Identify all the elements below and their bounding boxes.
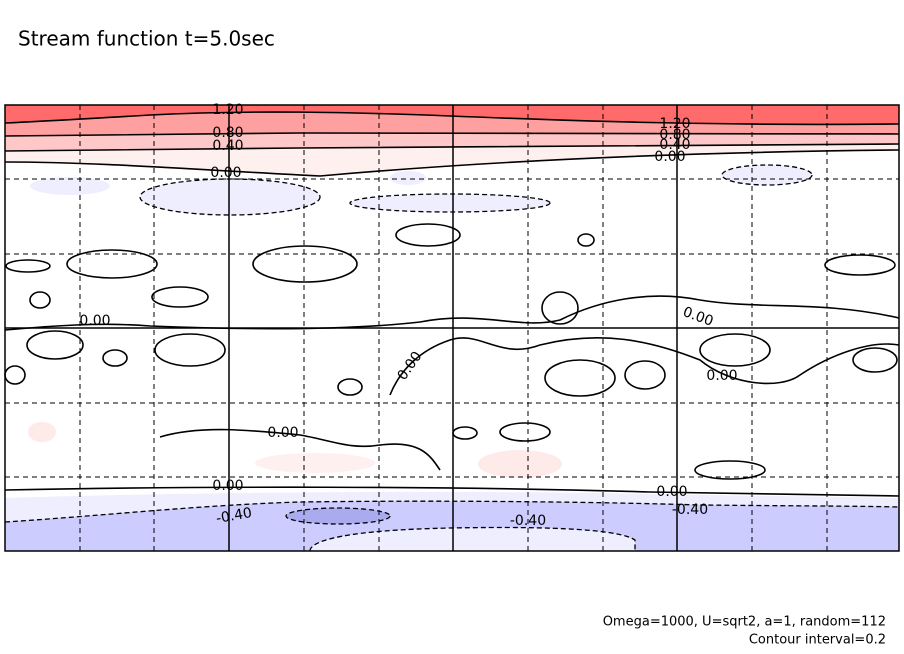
blob [390, 171, 426, 185]
contour-label: 0.00 [210, 165, 241, 181]
contour-line [139, 178, 321, 216]
note: Omega=1000, U=sqrt2, a=1, random=112 [603, 615, 886, 630]
blob [350, 194, 550, 212]
contour-label: 0.00 [654, 149, 685, 165]
contour-label: 1.20 [659, 116, 690, 132]
contour-label: -0.40 [510, 513, 546, 529]
contour-line [151, 286, 209, 308]
contour-line [624, 360, 666, 390]
contour-line [154, 333, 226, 367]
contour-label: 0.40 [659, 137, 690, 153]
contour-line [824, 254, 896, 276]
band [310, 527, 635, 551]
contour-label: 0.00 [267, 425, 298, 441]
blob [478, 450, 562, 478]
contour-line [285, 507, 391, 525]
contour-line [102, 349, 128, 367]
band [286, 508, 390, 524]
plot-area: 1.20 1.20 0.80 0.80 0.40 0.40 0.00 0.00 … [4, 102, 900, 552]
contour-label: 0.00 [212, 478, 243, 494]
contour-line [4, 143, 900, 152]
contour-label: 0.00 [656, 484, 687, 500]
contour-line [4, 486, 900, 497]
blob [28, 422, 56, 442]
contour-label: 0.40 [212, 138, 243, 154]
contour-line [252, 245, 358, 283]
contour-line [544, 359, 616, 397]
contour-line [4, 111, 900, 126]
contour-line [309, 526, 636, 552]
blob [722, 165, 812, 185]
contour-line [4, 132, 900, 137]
contour-line [694, 460, 766, 480]
blob [255, 453, 375, 473]
contours [4, 111, 900, 552]
contour-label: 0.00 [706, 368, 737, 384]
plot-frame [4, 104, 900, 552]
contour-label: 1.20 [212, 102, 243, 118]
contour-line [4, 149, 900, 177]
note: Contour interval=0.2 [749, 633, 886, 648]
contour-line [389, 337, 900, 396]
blob [30, 177, 110, 195]
blob [140, 179, 320, 215]
contour-line [29, 291, 51, 309]
contour-line [577, 233, 595, 247]
contour-line [395, 223, 461, 247]
contour-line [5, 259, 51, 273]
contour-label: -0.40 [215, 505, 253, 527]
contour-label: 0.80 [659, 127, 690, 143]
contour-line [499, 422, 551, 442]
contour-line [721, 164, 813, 186]
contour-line [349, 193, 551, 213]
contour-label: 0.80 [212, 125, 243, 141]
contour-label: -0.40 [672, 502, 708, 518]
contour-line [452, 426, 478, 440]
chart-title: Stream function t=5.0sec [18, 27, 275, 51]
contour-line [852, 347, 898, 373]
contour-line [4, 295, 900, 331]
contour-line [26, 330, 84, 360]
contour-line [541, 291, 579, 325]
contour-line [66, 249, 158, 279]
contour-line [4, 500, 900, 523]
contour-line [159, 428, 441, 471]
contour-line [337, 378, 363, 396]
contour-label: 0.00 [79, 313, 110, 329]
contour-line [699, 333, 771, 367]
